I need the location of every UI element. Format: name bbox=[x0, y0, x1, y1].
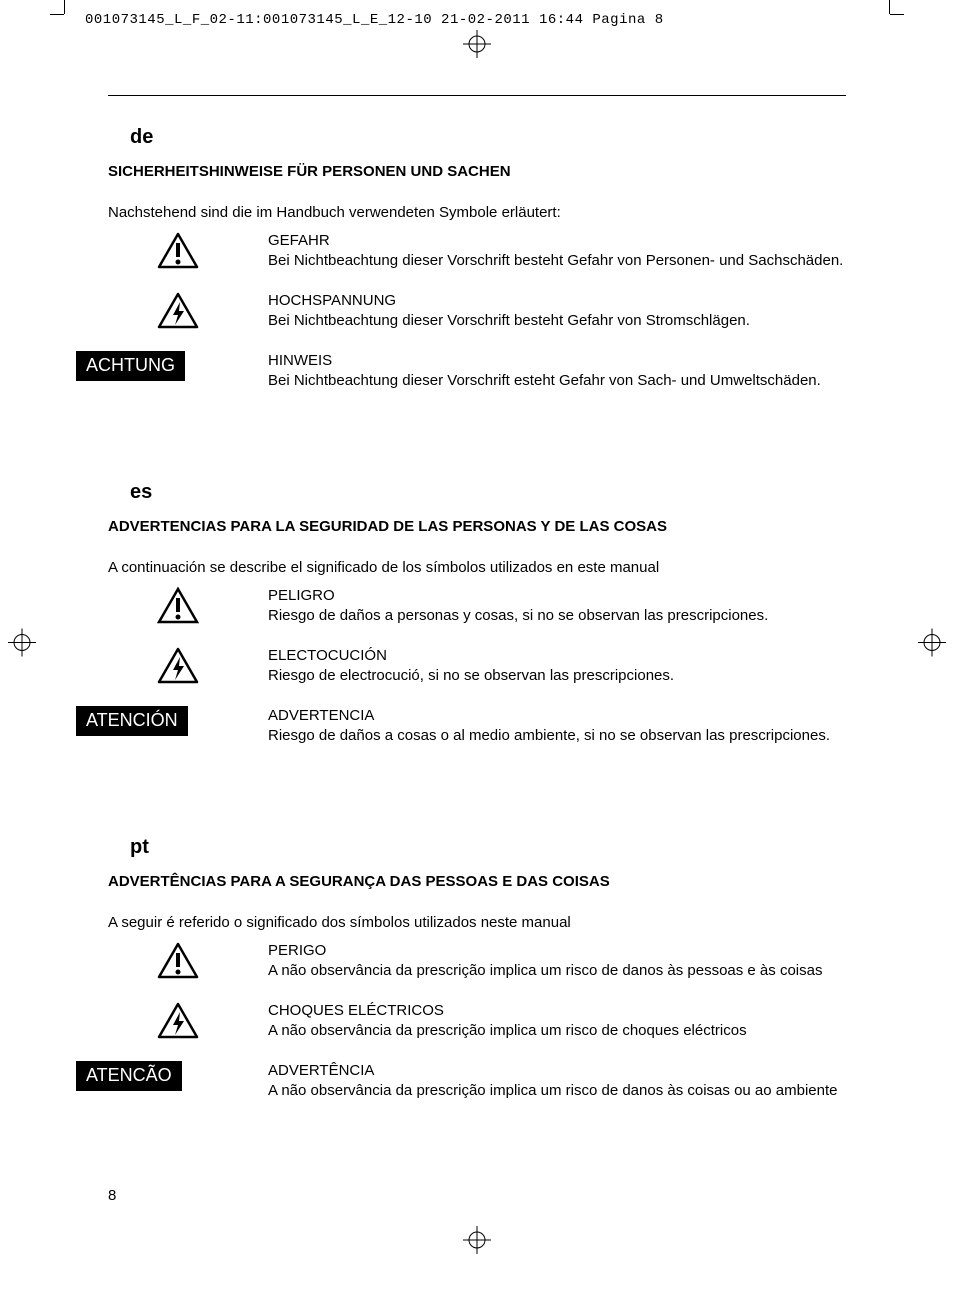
warning-body: Riesgo de daños a cosas o al medio ambie… bbox=[268, 727, 830, 744]
attention-label: ACHTUNG bbox=[76, 351, 185, 381]
warning-head: PELIGRO bbox=[268, 586, 846, 606]
intro-text: A seguir é referido o significado dos sí… bbox=[108, 914, 846, 931]
warning-head: ELECTOCUCIÓN bbox=[268, 646, 846, 666]
crop-mark bbox=[64, 0, 65, 14]
registration-mark-icon bbox=[463, 1226, 491, 1259]
warning-body: Bei Nichtbeachtung dieser Vorschrift bes… bbox=[268, 312, 750, 329]
warning-row-notice: ATENCÃO ADVERTÊNCIA A não observância da… bbox=[108, 1061, 846, 1111]
page-content: de SICHERHEITSHINWEISE FÜR PERSONEN UND … bbox=[108, 95, 846, 1191]
intro-text: Nachstehend sind die im Handbuch verwend… bbox=[108, 204, 846, 221]
warning-row-voltage: ELECTOCUCIÓN Riesgo de electrocució, si … bbox=[108, 646, 846, 696]
warning-head: ADVERTENCIA bbox=[268, 706, 846, 726]
lang-code: pt bbox=[130, 836, 846, 859]
warning-body: Bei Nichtbeachtung dieser Vorschrift est… bbox=[268, 372, 821, 389]
warning-row-danger: PERIGO A não observância da prescrição i… bbox=[108, 941, 846, 991]
registration-mark-icon bbox=[918, 628, 946, 661]
warning-head: HOCHSPANNUNG bbox=[268, 291, 846, 311]
print-header: 001073145_L_F_02-11:001073145_L_E_12-10 … bbox=[85, 12, 664, 28]
high-voltage-triangle-icon bbox=[156, 646, 200, 691]
horizontal-rule bbox=[108, 95, 846, 96]
attention-label: ATENCÃO bbox=[76, 1061, 182, 1091]
warning-triangle-icon bbox=[156, 586, 200, 631]
lang-code: de bbox=[130, 126, 846, 149]
section-title: ADVERTÊNCIAS PARA A SEGURANÇA DAS PESSOA… bbox=[108, 873, 846, 890]
warning-body: A não observância da prescrição implica … bbox=[268, 1022, 747, 1039]
warning-body: Riesgo de daños a personas y cosas, si n… bbox=[268, 607, 768, 624]
lang-code: es bbox=[130, 481, 846, 504]
section-title: ADVERTENCIAS PARA LA SEGURIDAD DE LAS PE… bbox=[108, 518, 846, 535]
warning-head: HINWEIS bbox=[268, 351, 846, 371]
warning-row-danger: PELIGRO Riesgo de daños a personas y cos… bbox=[108, 586, 846, 636]
warning-body: A não observância da prescrição implica … bbox=[268, 962, 822, 979]
registration-mark-icon bbox=[8, 628, 36, 661]
attention-label: ATENCIÓN bbox=[76, 706, 188, 736]
crop-mark bbox=[889, 0, 890, 14]
warning-body: A não observância da prescrição implica … bbox=[268, 1082, 837, 1099]
warning-row-danger: GEFAHR Bei Nichtbeachtung dieser Vorschr… bbox=[108, 231, 846, 281]
warning-row-voltage: HOCHSPANNUNG Bei Nichtbeachtung dieser V… bbox=[108, 291, 846, 341]
crop-mark bbox=[890, 14, 904, 15]
registration-mark-icon bbox=[463, 30, 491, 63]
section-title: SICHERHEITSHINWEISE FÜR PERSONEN UND SAC… bbox=[108, 163, 846, 180]
warning-head: CHOQUES ELÉCTRICOS bbox=[268, 1001, 846, 1021]
warning-head: ADVERTÊNCIA bbox=[268, 1061, 846, 1081]
high-voltage-triangle-icon bbox=[156, 1001, 200, 1046]
warning-head: PERIGO bbox=[268, 941, 846, 961]
high-voltage-triangle-icon bbox=[156, 291, 200, 336]
warning-row-notice: ACHTUNG HINWEIS Bei Nichtbeachtung diese… bbox=[108, 351, 846, 401]
intro-text: A continuación se describe el significad… bbox=[108, 559, 846, 576]
warning-head: GEFAHR bbox=[268, 231, 846, 251]
warning-body: Riesgo de electrocució, si no se observa… bbox=[268, 667, 674, 684]
warning-row-voltage: CHOQUES ELÉCTRICOS A não observância da … bbox=[108, 1001, 846, 1051]
lang-section-pt: pt ADVERTÊNCIAS PARA A SEGURANÇA DAS PES… bbox=[108, 836, 846, 1111]
warning-row-notice: ATENCIÓN ADVERTENCIA Riesgo de daños a c… bbox=[108, 706, 846, 756]
crop-mark bbox=[50, 14, 64, 15]
warning-triangle-icon bbox=[156, 941, 200, 986]
lang-section-es: es ADVERTENCIAS PARA LA SEGURIDAD DE LAS… bbox=[108, 481, 846, 756]
page-number: 8 bbox=[108, 1187, 116, 1204]
warning-body: Bei Nichtbeachtung dieser Vorschrift bes… bbox=[268, 252, 843, 269]
lang-section-de: de SICHERHEITSHINWEISE FÜR PERSONEN UND … bbox=[108, 126, 846, 401]
warning-triangle-icon bbox=[156, 231, 200, 276]
